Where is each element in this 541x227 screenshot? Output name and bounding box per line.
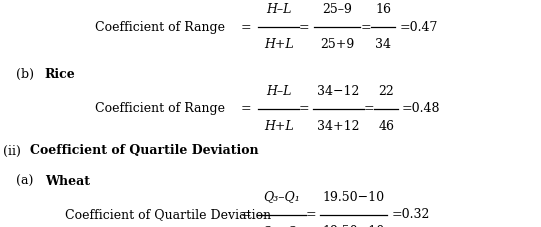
Text: (a): (a) — [16, 175, 34, 188]
Text: Q₃+Q₁: Q₃+Q₁ — [261, 225, 302, 227]
Text: 16: 16 — [375, 3, 391, 16]
Text: H–L: H–L — [266, 3, 291, 16]
Text: =: = — [299, 21, 309, 34]
Text: Wheat: Wheat — [45, 175, 90, 188]
Text: H–L: H–L — [266, 85, 291, 98]
Text: Coefficient of Quartile Deviation: Coefficient of Quartile Deviation — [30, 144, 259, 158]
Text: 34−12: 34−12 — [317, 85, 359, 98]
Text: =0.32: =0.32 — [392, 208, 430, 221]
Text: =: = — [241, 208, 252, 221]
Text: =0.47: =0.47 — [399, 21, 438, 34]
Text: =: = — [360, 21, 371, 34]
Text: 34+12: 34+12 — [317, 120, 359, 133]
Text: =0.48: =0.48 — [402, 102, 440, 116]
Text: 25–9: 25–9 — [322, 3, 352, 16]
Text: 25+9: 25+9 — [320, 38, 354, 51]
Text: =: = — [299, 102, 309, 116]
Text: (ii): (ii) — [3, 144, 21, 158]
Text: H+L: H+L — [264, 38, 293, 51]
Text: Coefficient of Quartile Deviation: Coefficient of Quartile Deviation — [65, 208, 271, 221]
Text: Coefficient of Range: Coefficient of Range — [95, 102, 225, 116]
Text: =: = — [241, 102, 252, 116]
Text: =: = — [364, 102, 374, 116]
Text: =: = — [306, 208, 316, 221]
Text: =: = — [241, 21, 252, 34]
Text: 46: 46 — [378, 120, 394, 133]
Text: Q₃–Q₁: Q₃–Q₁ — [263, 191, 300, 204]
Text: (b): (b) — [16, 68, 34, 81]
Text: 34: 34 — [375, 38, 391, 51]
Text: Rice: Rice — [45, 68, 76, 81]
Text: Coefficient of Range: Coefficient of Range — [95, 21, 225, 34]
Text: 22: 22 — [378, 85, 394, 98]
Text: 19.50−10: 19.50−10 — [322, 191, 384, 204]
Text: H+L: H+L — [264, 120, 293, 133]
Text: 19.50+10: 19.50+10 — [322, 225, 385, 227]
